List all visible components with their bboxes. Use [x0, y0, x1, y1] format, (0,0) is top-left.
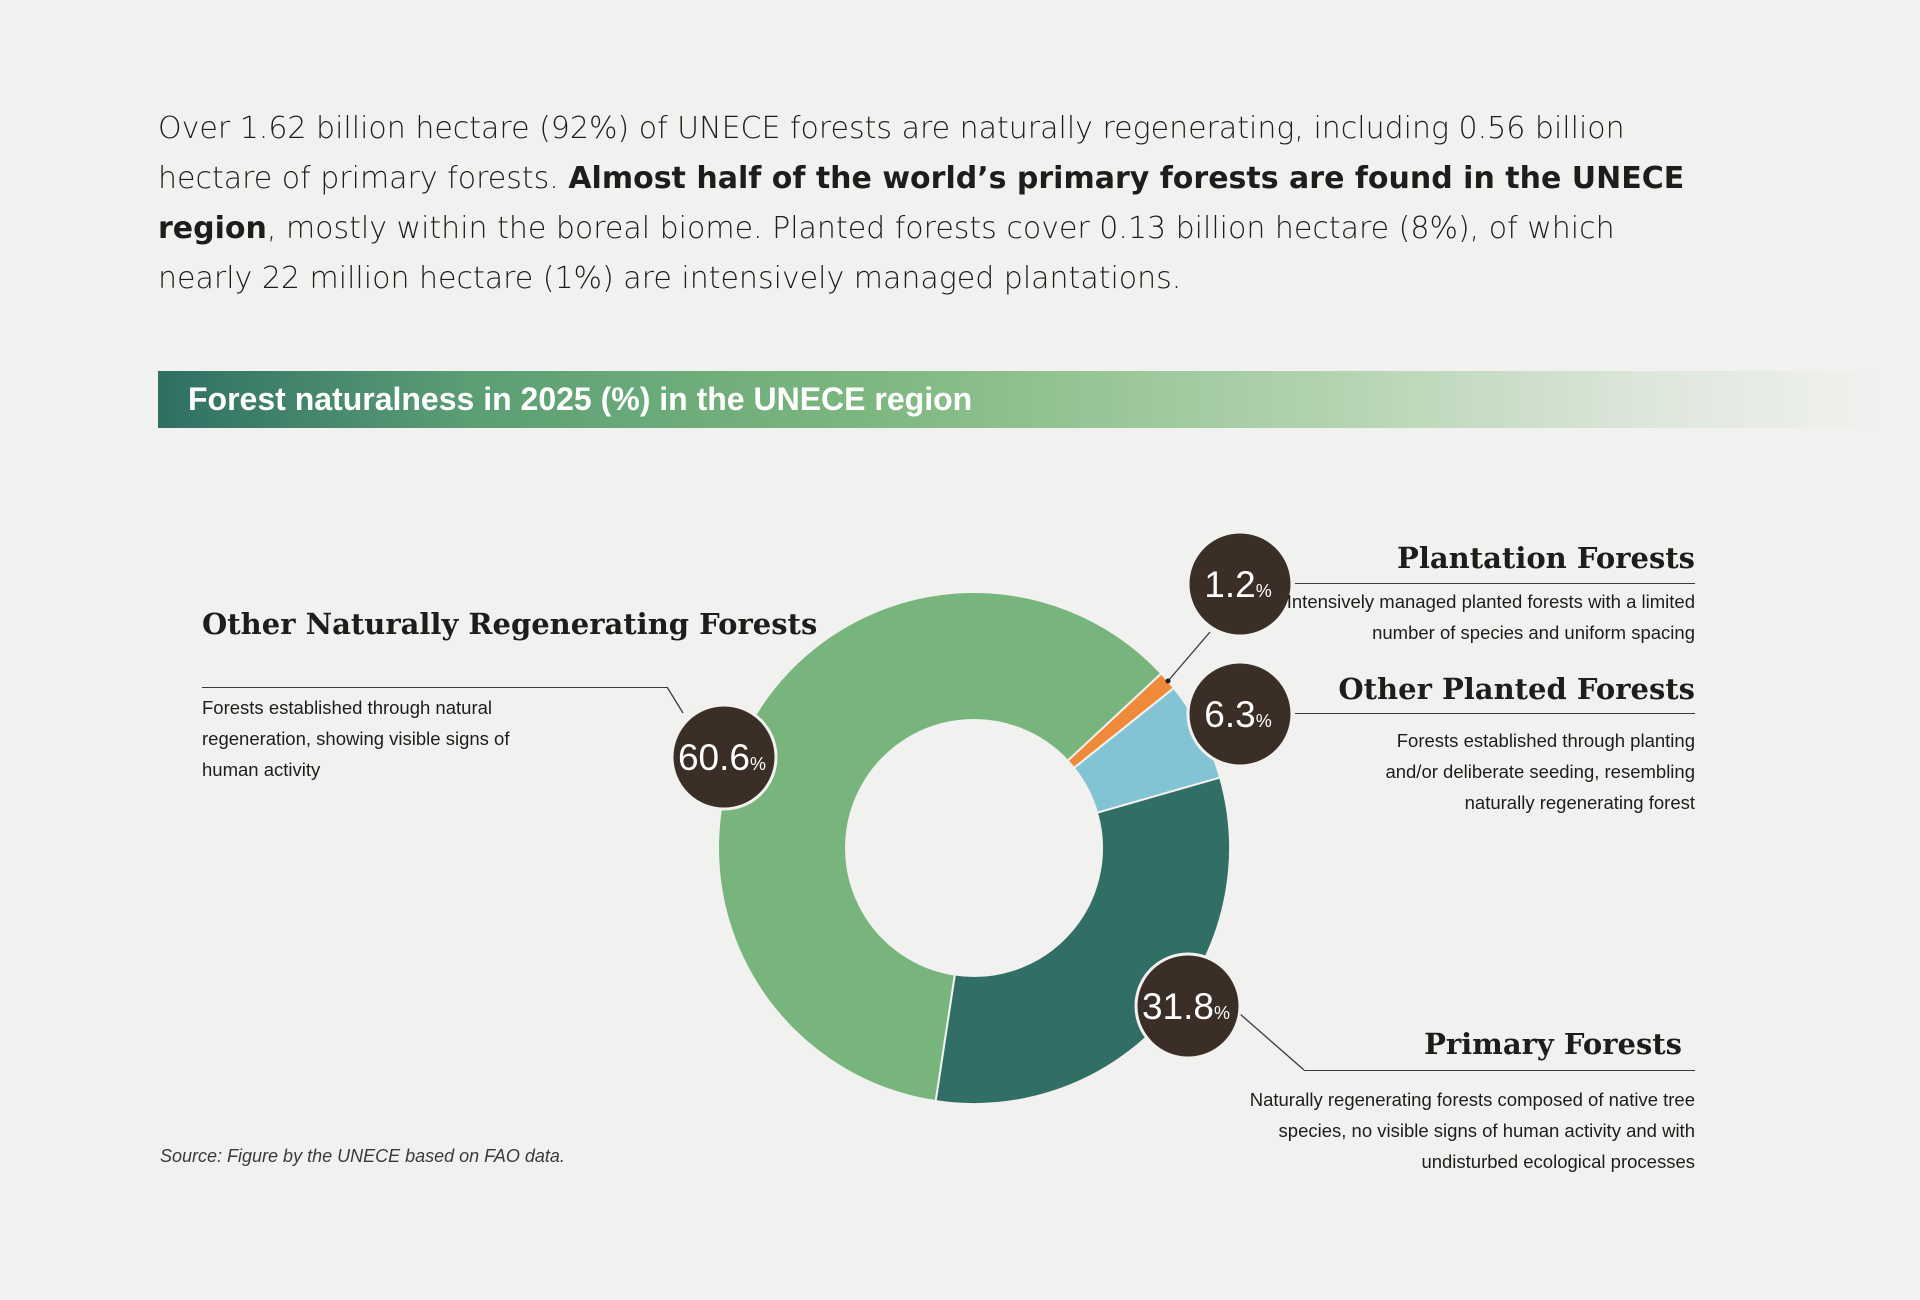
label-other-naturally-title: Other Naturally Regenerating Forests: [202, 607, 818, 641]
leader-dot-plantation: [1165, 678, 1171, 684]
badge-plantation-circle: [1186, 530, 1294, 638]
leader-lines: [666, 631, 1305, 1071]
badge-primary: 31.8%: [1134, 952, 1242, 1060]
intro-text-1: Over 1.62 billion hectare (92%) of UNECE…: [158, 111, 1625, 196]
rule-plantation: [1295, 583, 1695, 584]
badge-plantation-value: 1.2%: [1204, 564, 1271, 605]
value-badges: 1.2% 6.3% 31.8% 60.6%: [670, 530, 1294, 1060]
chart-title: Forest naturalness in 2025 (%) in the UN…: [188, 381, 973, 417]
badge-other-naturally-value: 60.6%: [678, 737, 766, 778]
rule-primary: [1304, 1070, 1695, 1071]
leader-line-other-naturally: [666, 686, 684, 714]
intro-text-2: , mostly within the boreal biome. Plante…: [158, 211, 1615, 296]
label-primary-title: Primary Forests: [1424, 1027, 1682, 1061]
badge-other-planted: 6.3%: [1186, 660, 1294, 768]
label-other-planted-title: Other Planted Forests: [1338, 672, 1695, 706]
rule-other-naturally: [202, 687, 667, 688]
rule-other-planted: [1295, 713, 1695, 714]
chart-title-bar: Forest naturalness in 2025 (%) in the UN…: [158, 371, 1880, 428]
badge-primary-value: 31.8%: [1142, 986, 1230, 1027]
slice-other-naturally: [717, 591, 1163, 1103]
leader-line-plantation: [1167, 631, 1211, 682]
leader-line-primary: [1239, 1013, 1305, 1071]
label-other-planted-desc: Forests established through planting and…: [1385, 730, 1695, 813]
source-note: Source: Figure by the UNECE based on FAO…: [160, 1146, 565, 1166]
badge-other-planted-circle: [1186, 660, 1294, 768]
intro-paragraph: Over 1.62 billion hectare (92%) of UNECE…: [158, 104, 1718, 304]
label-plantation-desc: Intensively managed planted forests with…: [1286, 591, 1695, 643]
badge-plantation: 1.2%: [1186, 530, 1294, 638]
badge-other-naturally-circle: [670, 703, 778, 811]
badge-primary-circle: [1134, 952, 1242, 1060]
badge-other-naturally: 60.6%: [670, 703, 778, 811]
label-primary-desc: Naturally regenerating forests composed …: [1249, 1089, 1695, 1172]
label-other-naturally-desc: Forests established through natural rege…: [202, 697, 510, 780]
badge-other-planted-value: 6.3%: [1204, 694, 1271, 735]
label-plantation-title: Plantation Forests: [1397, 541, 1695, 575]
intro-bold-text: Almost half of the world’s primary fores…: [158, 161, 1685, 246]
